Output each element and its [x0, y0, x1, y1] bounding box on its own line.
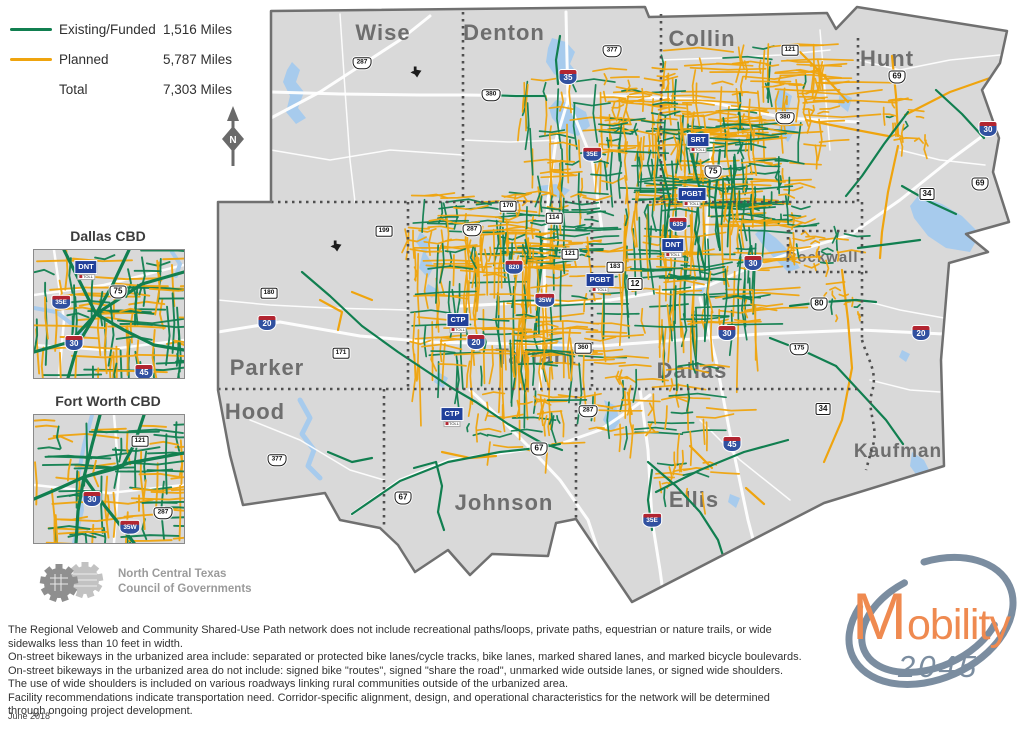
- route-shield-45: 45: [134, 364, 154, 378]
- route-shield-30: 30: [82, 491, 102, 507]
- county-label-ellis: Ellis: [669, 487, 719, 512]
- county-label-hood: Hood: [225, 399, 285, 424]
- county-label-denton: Denton: [463, 20, 545, 45]
- orbit-rings-icon: [845, 554, 1017, 688]
- route-shield-121: 121: [131, 435, 149, 447]
- legend-row-planned: Planned 5,787 Miles: [10, 44, 232, 74]
- note-line: Facility recommendations indicate transp…: [8, 691, 770, 718]
- map-notes: The Regional Veloweb and Community Share…: [8, 624, 808, 719]
- legend-value: 1,516 Miles: [163, 21, 233, 37]
- county-label-kaufman: Kaufman: [854, 441, 942, 462]
- route-shield-35E: 35E: [51, 294, 71, 310]
- inset-title: Dallas CBD: [70, 228, 146, 244]
- legend-row-existing: Existing/Funded 1,516 Miles: [10, 14, 232, 44]
- legend-label: Total: [59, 81, 88, 97]
- route-shield-287: 287: [153, 507, 173, 519]
- inset-map-fort-worth: 121 30 287 35W: [33, 414, 185, 544]
- north-arrow-label: N: [229, 135, 236, 146]
- legend-value: 5,787 Miles: [163, 51, 233, 67]
- county-label-johnson: Johnson: [455, 490, 554, 515]
- existing-line-swatch: [10, 27, 52, 31]
- note-line: On-street bikeways in the urbanized area…: [8, 664, 784, 677]
- inset-dallas-cbd: Dallas CBD DNT TOLL 75 35E 30 45: [33, 228, 185, 379]
- planned-line-swatch: [10, 57, 52, 61]
- inset-title: Fort Worth CBD: [55, 393, 161, 409]
- county-label-rockwall: Rockwall: [785, 249, 858, 266]
- nctcog-logo: North Central Texas Council of Governmen…: [30, 556, 252, 608]
- agency-name-line2: Council of Governments: [118, 583, 252, 595]
- legend-row-total: Total 7,303 Miles: [10, 74, 232, 104]
- inset-fort-worth-cbd: Fort Worth CBD 121 30 287 35W: [33, 393, 185, 544]
- agency-name-line1: North Central Texas: [118, 568, 227, 581]
- gears-icon: [39, 562, 104, 603]
- north-arrowhead-icon: [227, 106, 239, 121]
- north-arrow: N: [220, 106, 246, 175]
- county-label-hunt: Hunt: [860, 46, 914, 71]
- mobility-2045-logo: Mobility 2045: [840, 531, 1022, 713]
- mobility-year: 2045: [898, 649, 979, 684]
- route-shield-DNT: DNT TOLL: [74, 260, 98, 280]
- legend-value: 7,303 Miles: [163, 81, 233, 97]
- county-label-parker: Parker: [230, 355, 305, 380]
- county-label-wise: Wise: [355, 20, 410, 45]
- agency-name: North Central Texas Council of Governmen…: [118, 567, 252, 597]
- route-shield-35W: 35W: [119, 519, 141, 535]
- map-date: June 2018: [8, 711, 51, 721]
- mobility-wordmark: Mobility: [852, 579, 1011, 653]
- note-line: The use of wide shoulders is included on…: [8, 678, 569, 690]
- route-shield-75: 75: [109, 285, 127, 299]
- empty-swatch: [10, 88, 52, 91]
- inset-map-dallas: DNT TOLL 75 35E 30 45: [33, 249, 185, 379]
- note-line: On-street bikeways in the urbanized area…: [8, 651, 802, 663]
- county-label-collin: Collin: [668, 26, 735, 51]
- note-line: The Regional Veloweb and Community Share…: [8, 624, 772, 650]
- compass-diamond-icon: [222, 126, 244, 152]
- legend-label: Planned: [59, 51, 109, 67]
- legend-label: Existing/Funded: [59, 21, 156, 37]
- route-shield-30: 30: [64, 335, 84, 351]
- legend: Existing/Funded 1,516 Miles Planned 5,78…: [10, 14, 232, 104]
